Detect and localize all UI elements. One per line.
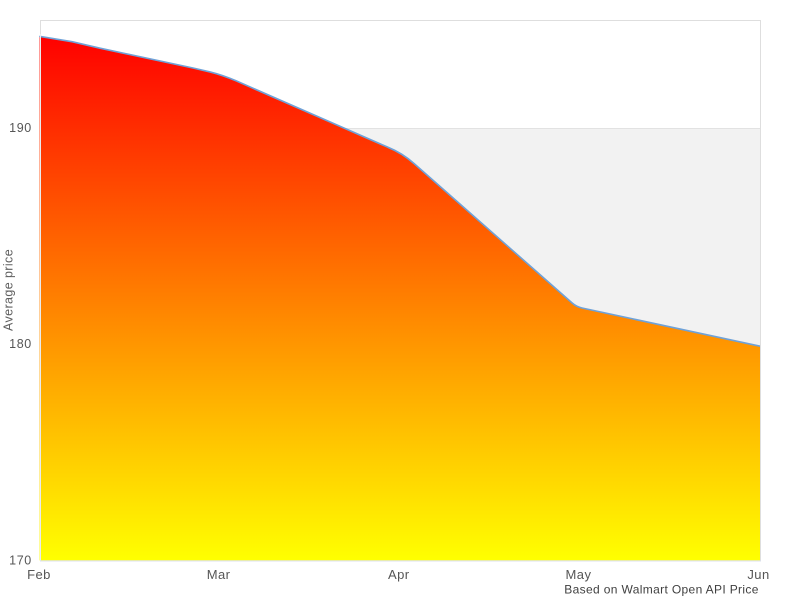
svg-text:Mar: Mar	[207, 567, 231, 582]
svg-text:Based on Walmart Open API Pric: Based on Walmart Open API Price	[564, 583, 759, 597]
svg-text:Apr: Apr	[388, 567, 410, 582]
svg-text:May: May	[566, 567, 592, 582]
svg-text:170: 170	[9, 553, 32, 567]
svg-text:190: 190	[9, 121, 32, 135]
svg-text:Average price: Average price	[2, 249, 16, 331]
svg-text:Jun: Jun	[747, 567, 769, 582]
svg-text:180: 180	[9, 337, 32, 351]
svg-text:Feb: Feb	[27, 567, 51, 582]
